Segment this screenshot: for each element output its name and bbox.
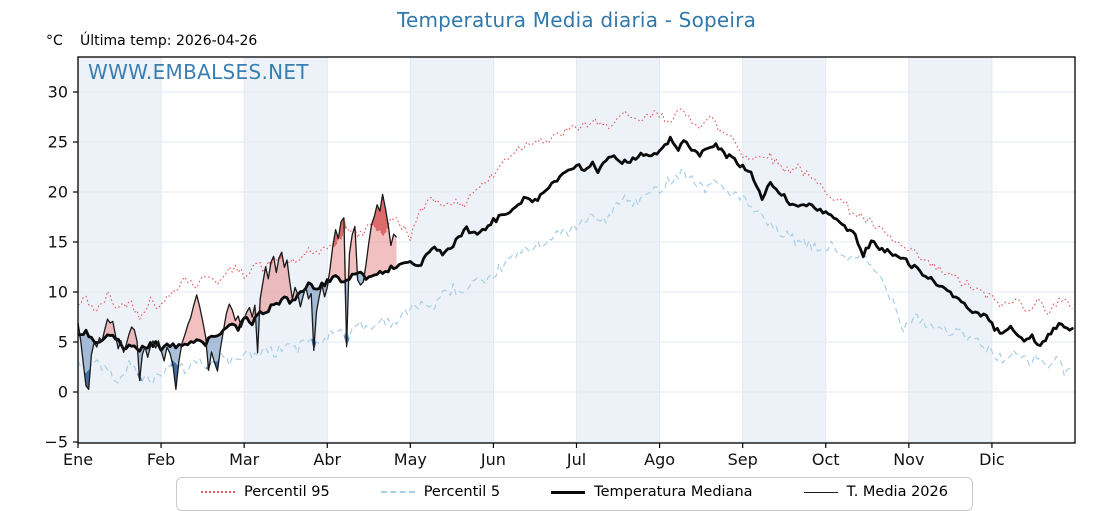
svg-text:Jun: Jun (480, 450, 506, 469)
legend-item-t-media-2026: T. Media 2026 (803, 484, 948, 500)
mediana-line-swatch (551, 490, 586, 494)
t-media-2026-line-swatch (803, 491, 838, 493)
svg-text:20: 20 (48, 183, 68, 202)
svg-text:30: 30 (48, 83, 68, 102)
legend-item-percentil-5: Percentil 5 (380, 484, 501, 500)
svg-text:10: 10 (48, 283, 68, 302)
svg-text:May: May (394, 450, 427, 469)
watermark: WWW.EMBALSES.NET (88, 60, 309, 84)
svg-text:Sep: Sep (728, 450, 758, 469)
y-axis-unit-label: °C (46, 33, 63, 49)
chart-legend: Percentil 95 Percentil 5 Temperatura Med… (176, 477, 973, 511)
svg-text:5: 5 (58, 333, 68, 352)
svg-text:Abr: Abr (313, 450, 341, 469)
legend-label: Percentil 5 (423, 484, 501, 500)
header-info-row: °C Última temp: 2026-04-26 (0, 33, 1120, 53)
legend-label: T. Media 2026 (846, 484, 948, 500)
last-temp-label: Última temp: 2026-04-26 (80, 33, 258, 49)
percentil-95-line-swatch (201, 491, 235, 493)
legend-label: Percentil 95 (244, 484, 330, 500)
svg-text:Nov: Nov (893, 450, 924, 469)
svg-text:15: 15 (48, 233, 68, 252)
svg-text:Dic: Dic (979, 450, 1005, 469)
percentil-5-line-swatch (380, 491, 415, 493)
page-title: Temperatura Media diaria - Sopeira (396, 8, 757, 32)
temperature-chart-plot: −5 0 5 10 15 20 25 30 Ene Feb Mar Abr May Jun Jul Ago Se… (44, 56, 1076, 469)
svg-text:Oct: Oct (812, 450, 840, 469)
legend-item-percentil-95: Percentil 95 (201, 484, 330, 500)
svg-text:Ago: Ago (644, 450, 675, 469)
svg-text:0: 0 (58, 383, 68, 402)
legend-label: Temperatura Mediana (594, 484, 753, 500)
svg-text:25: 25 (48, 133, 68, 152)
svg-text:Feb: Feb (147, 450, 175, 469)
svg-text:−5: −5 (44, 433, 68, 452)
svg-text:Ene: Ene (63, 450, 93, 469)
svg-text:Mar: Mar (229, 450, 260, 469)
legend-item-mediana: Temperatura Mediana (551, 484, 753, 500)
svg-text:Jul: Jul (566, 450, 586, 469)
